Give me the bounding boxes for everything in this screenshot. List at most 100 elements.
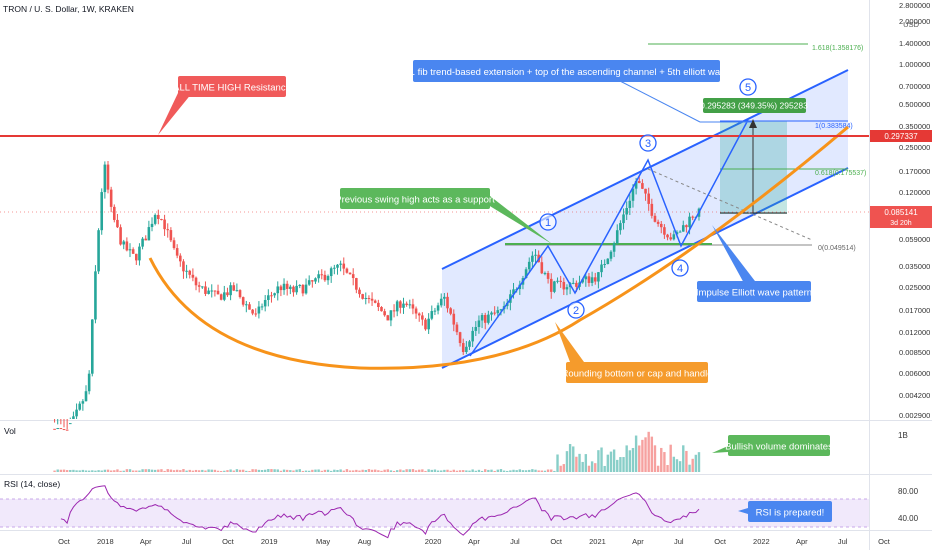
candle-body	[581, 279, 584, 283]
volume-bar	[380, 470, 383, 472]
volume-bar	[414, 470, 418, 472]
wave-label: 2	[573, 305, 579, 317]
volume-bar	[251, 469, 254, 472]
volume-bar	[135, 470, 138, 472]
annotation-rsi[interactable]: RSI is prepared!	[748, 501, 832, 522]
volume-bar	[282, 469, 286, 472]
volume-bar	[669, 444, 672, 472]
candle-body	[496, 310, 500, 314]
candle-body	[446, 296, 449, 309]
volume-bar	[320, 470, 323, 472]
candle-body	[622, 214, 625, 224]
time-tick-label: 2018	[97, 537, 114, 546]
volume-bar	[106, 469, 110, 472]
candle-body	[94, 271, 97, 320]
volume-bar	[182, 469, 185, 472]
elliott-wave-path[interactable]	[469, 119, 749, 357]
volume-bar	[660, 447, 663, 472]
candle-body	[348, 272, 352, 275]
volume-bar	[597, 450, 600, 472]
annotation-ath[interactable]: ALL TIME HIGH Resistance	[173, 76, 291, 97]
candle-body	[461, 343, 465, 352]
volume-bar	[185, 470, 188, 472]
candle-body	[87, 373, 91, 392]
volume-bar	[75, 470, 78, 472]
volume-bar	[521, 470, 525, 472]
volume-bar	[65, 470, 69, 472]
annotation-swing-support[interactable]: Previous swing high acts as a support	[335, 188, 495, 209]
candle-body	[131, 249, 135, 254]
svg-text:0.297337: 0.297337	[884, 132, 918, 141]
channel-bottom-line[interactable]	[441, 167, 849, 369]
volume-bar	[559, 465, 562, 472]
price-tick-label: 0.012000	[899, 328, 930, 337]
candle-body	[207, 290, 210, 294]
volume-bar	[612, 449, 616, 472]
candle-body	[628, 200, 632, 209]
candle-body	[490, 312, 493, 315]
volume-bar	[421, 469, 424, 472]
candle-body	[666, 234, 669, 238]
candle-body	[304, 284, 308, 294]
candle-body	[433, 310, 437, 312]
volume-bar	[188, 469, 191, 472]
volume-bar	[443, 469, 446, 472]
volume-bar	[440, 470, 443, 472]
time-tick-label: Apr	[632, 537, 644, 546]
volume-axis-tick: 1B	[898, 431, 908, 440]
volume-bar	[144, 469, 147, 472]
candle-body	[317, 274, 320, 279]
volume-bar	[606, 454, 610, 472]
candle-body	[361, 294, 364, 299]
candle-body	[559, 280, 562, 282]
volume-bar	[125, 469, 129, 472]
volume-bar	[213, 469, 217, 472]
time-tick-label: Jul	[182, 537, 192, 546]
volume-bar	[638, 445, 641, 472]
volume-bar	[477, 469, 481, 472]
volume-bar	[116, 469, 119, 472]
volume-bar	[534, 469, 537, 472]
time-tick-label: Apr	[140, 537, 152, 546]
candle-body	[553, 281, 556, 292]
candle-body	[128, 249, 132, 251]
candle-body	[556, 280, 559, 282]
candle-body	[301, 284, 305, 294]
volume-bar	[594, 463, 597, 472]
price-tick-label: 0.035000	[899, 262, 930, 271]
annotation-rounding-bottom[interactable]: Rounding bottom or cap and handle	[561, 362, 713, 383]
rounding-bottom-curve[interactable]	[148, 125, 849, 370]
volume-bar	[223, 470, 226, 472]
candle-body	[166, 229, 170, 231]
volume-bar	[210, 469, 213, 472]
volume-bar	[688, 464, 691, 472]
wave-label: 4	[677, 263, 683, 275]
candle-body	[540, 262, 544, 274]
candle-body	[153, 214, 157, 224]
volume-bar	[546, 469, 550, 472]
price-tick-label: 1.000000	[899, 60, 930, 69]
annotation-impulse[interactable]: Impulse Elliott wave pattern	[696, 281, 812, 302]
volume-bar	[311, 469, 314, 472]
annotation-fib-extension[interactable]: 1:1 fib trend-based extension + top of t…	[402, 60, 731, 82]
candle-body	[339, 263, 342, 265]
annotation-volume[interactable]: Bullish volume dominates	[725, 435, 833, 456]
candle-body	[487, 314, 490, 323]
volume-bar	[314, 469, 317, 472]
volume-bar	[430, 469, 433, 472]
candle-body	[260, 306, 264, 308]
volume-bar	[550, 469, 553, 472]
svg-text:0.085141: 0.085141	[884, 208, 918, 217]
price-tick-label: 0.025000	[899, 283, 930, 292]
price-tick-label: 0.017000	[899, 306, 930, 315]
volume-bar	[537, 470, 540, 472]
candle-body	[399, 301, 402, 308]
time-tick-label: 2021	[589, 537, 606, 546]
candle-body	[216, 290, 220, 295]
volume-bar	[436, 470, 440, 472]
volume-bar	[377, 470, 380, 472]
volume-panel-label: Vol	[4, 426, 16, 436]
volume-bar	[616, 459, 619, 472]
volume-bar	[666, 465, 669, 472]
